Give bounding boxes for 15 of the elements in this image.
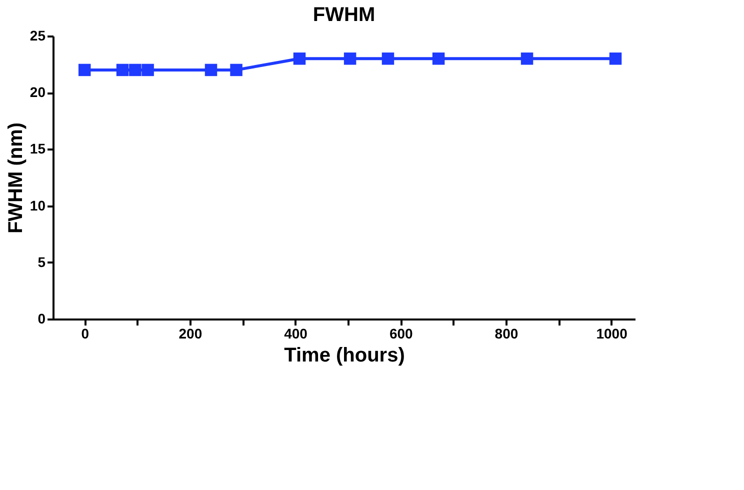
y-tick-label: 20 xyxy=(30,84,46,100)
x-tick-label: 400 xyxy=(284,326,308,342)
x-tick-label: 600 xyxy=(389,326,414,342)
chart-title: FWHM xyxy=(312,4,376,26)
y-tick-label: 0 xyxy=(38,310,46,326)
x-tick-label: 1000 xyxy=(596,326,628,342)
y-tick-label: 15 xyxy=(30,140,46,157)
y-tick-label: 10 xyxy=(30,197,46,214)
x-tick-label: 800 xyxy=(494,326,518,342)
x-tick-label: 0 xyxy=(81,326,90,342)
x-tick-label: 200 xyxy=(178,326,202,342)
x-axis-title: Time (hours) xyxy=(284,344,405,366)
y-tick-label: 5 xyxy=(38,254,46,270)
y-axis-title: FWHM (nm) xyxy=(4,122,27,234)
y-tick-label: 25 xyxy=(30,28,46,44)
